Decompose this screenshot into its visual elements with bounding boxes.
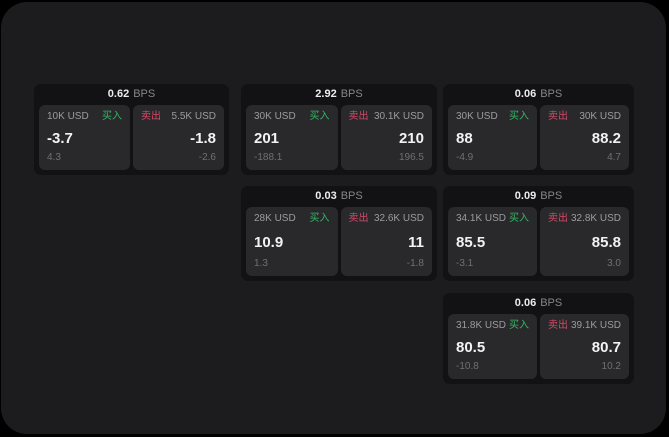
card-header: 0.03 BPS — [241, 186, 437, 207]
quote-card: 2.92 BPS 30K USD 买入 201 -188.1 卖出 30.1K … — [241, 84, 437, 175]
sell-price: 88.2 — [591, 129, 621, 147]
buy-tile[interactable]: 31.8K USD 买入 80.5 -10.8 — [448, 314, 537, 379]
sell-delta: 3.0 — [607, 258, 621, 269]
buy-tile[interactable]: 28K USD 买入 10.9 1.3 — [246, 207, 338, 276]
buy-delta: -3.1 — [456, 258, 474, 269]
buy-price: 201 — [254, 129, 280, 147]
buy-price: -3.7 — [47, 129, 73, 147]
bps-unit-label: BPS — [133, 88, 156, 100]
card-header: 0.06 BPS — [443, 84, 634, 105]
bps-value: 2.92 — [315, 88, 337, 100]
sell-tile[interactable]: 卖出 30.1K USD 210 196.5 — [340, 105, 432, 170]
buy-tile[interactable]: 30K USD 买入 88 -4.9 — [448, 105, 537, 170]
card-header: 0.62 BPS — [34, 84, 229, 105]
quote-card: 0.09 BPS 34.1K USD 买入 85.5 -3.1 卖出 32.8K… — [443, 186, 634, 281]
sell-side-label: 卖出 — [548, 111, 568, 122]
buy-tile[interactable]: 10K USD 买入 -3.7 4.3 — [39, 105, 130, 170]
bps-value: 0.62 — [107, 88, 130, 100]
buy-side-label: 买入 — [102, 111, 122, 122]
buy-delta: -4.9 — [456, 152, 474, 163]
sell-delta: 4.7 — [607, 152, 621, 163]
sell-price: 11 — [408, 233, 424, 251]
sell-price: 80.7 — [591, 338, 621, 356]
buy-price: 80.5 — [456, 338, 486, 356]
buy-amount: 10K USD — [47, 111, 89, 122]
quote-card: 0.06 BPS 31.8K USD 买入 80.5 -10.8 卖出 39.1… — [443, 293, 634, 384]
sell-side-label: 卖出 — [141, 111, 161, 122]
card-header: 2.92 BPS — [241, 84, 437, 105]
buy-price: 88 — [456, 129, 473, 147]
buy-delta: -188.1 — [254, 152, 283, 163]
buy-amount: 28K USD — [254, 213, 296, 224]
buy-amount: 30K USD — [254, 111, 296, 122]
sell-side-label: 卖出 — [348, 213, 369, 224]
buy-price: 85.5 — [456, 233, 486, 251]
sell-price: 85.8 — [591, 233, 621, 251]
sell-amount: 32.6K USD — [373, 213, 424, 224]
sell-amount: 30.1K USD — [373, 111, 424, 122]
sell-amount: 5.5K USD — [171, 111, 216, 122]
card-header: 0.09 BPS — [443, 186, 634, 207]
sell-delta: 196.5 — [398, 152, 424, 163]
sell-delta: 10.2 — [601, 361, 621, 372]
buy-side-label: 买入 — [509, 320, 529, 331]
buy-side-label: 买入 — [309, 213, 330, 224]
sell-amount: 30K USD — [579, 111, 621, 122]
buy-delta: -10.8 — [456, 361, 479, 372]
sell-tile[interactable]: 卖出 32.8K USD 85.8 3.0 — [540, 207, 629, 276]
sell-delta: -1.8 — [406, 258, 424, 269]
buy-tile[interactable]: 30K USD 买入 201 -188.1 — [246, 105, 338, 170]
bps-unit-label: BPS — [540, 297, 563, 309]
bps-unit-label: BPS — [340, 88, 363, 100]
sell-price: 210 — [398, 129, 424, 147]
buy-side-label: 买入 — [309, 111, 330, 122]
card-header: 0.06 BPS — [443, 293, 634, 314]
quote-card: 0.03 BPS 28K USD 买入 10.9 1.3 卖出 32.6K US… — [241, 186, 437, 281]
sell-tile[interactable]: 卖出 5.5K USD -1.8 -2.6 — [133, 105, 224, 170]
sell-side-label: 卖出 — [548, 213, 568, 224]
buy-amount: 30K USD — [456, 111, 498, 122]
bps-value: 0.03 — [315, 190, 337, 202]
bps-value: 0.06 — [514, 297, 537, 309]
sell-side-label: 卖出 — [548, 320, 568, 331]
quote-card: 0.06 BPS 30K USD 买入 88 -4.9 卖出 30K USD 8… — [443, 84, 634, 175]
sell-side-label: 卖出 — [348, 111, 369, 122]
buy-delta: 1.3 — [254, 258, 268, 269]
buy-side-label: 买入 — [509, 213, 529, 224]
buy-price: 10.9 — [254, 233, 284, 251]
sell-tile[interactable]: 卖出 32.6K USD 11 -1.8 — [340, 207, 432, 276]
bps-value: 0.06 — [514, 88, 537, 100]
sell-tile[interactable]: 卖出 39.1K USD 80.7 10.2 — [540, 314, 629, 379]
sell-price: -1.8 — [190, 129, 216, 147]
sell-amount: 32.8K USD — [570, 213, 621, 224]
buy-amount: 31.8K USD — [456, 320, 507, 331]
buy-amount: 34.1K USD — [456, 213, 507, 224]
buy-tile[interactable]: 34.1K USD 买入 85.5 -3.1 — [448, 207, 537, 276]
buy-delta: 4.3 — [47, 152, 61, 163]
bps-unit-label: BPS — [540, 190, 563, 202]
sell-tile[interactable]: 卖出 30K USD 88.2 4.7 — [540, 105, 629, 170]
bps-value: 0.09 — [514, 190, 537, 202]
quote-card: 0.62 BPS 10K USD 买入 -3.7 4.3 卖出 5.5K USD… — [34, 84, 229, 175]
bps-unit-label: BPS — [340, 190, 363, 202]
bps-unit-label: BPS — [540, 88, 563, 100]
sell-delta: -2.6 — [198, 152, 216, 163]
sell-amount: 39.1K USD — [570, 320, 621, 331]
buy-side-label: 买入 — [509, 111, 529, 122]
